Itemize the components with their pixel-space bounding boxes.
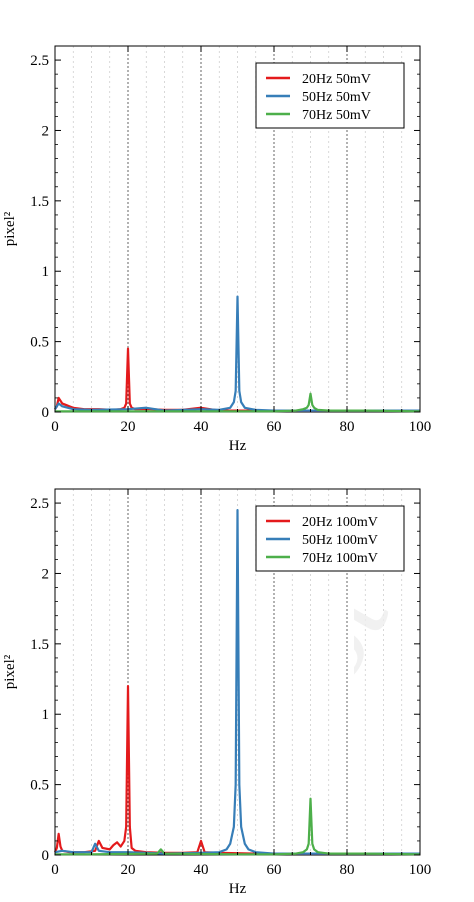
- x-tick-label: 100: [409, 862, 432, 878]
- legend-label: 20Hz 100mV: [302, 515, 378, 530]
- x-axis-label: Hz: [229, 881, 247, 897]
- y-tick-label: 2.5: [30, 496, 49, 512]
- x-tick-label: 80: [340, 419, 355, 435]
- x-axis-label: Hz: [229, 438, 247, 454]
- x-tick-label: 60: [267, 862, 282, 878]
- legend-label: 70Hz 50mV: [302, 108, 371, 123]
- x-tick-label: 20: [121, 419, 136, 435]
- series-line-2: [54, 509, 420, 855]
- y-tick-label: 0.5: [30, 335, 49, 351]
- y-tick-label: 0.5: [30, 778, 49, 794]
- series-line-2: [54, 295, 420, 412]
- y-tick-label: 2: [42, 566, 50, 582]
- y-axis-label: pixel²: [2, 654, 18, 689]
- legend-label: 20Hz 50mV: [302, 72, 371, 87]
- x-tick-label: 40: [194, 862, 209, 878]
- x-tick-label: 0: [51, 862, 59, 878]
- y-tick-label: 0: [42, 848, 50, 864]
- series-line-3: [55, 797, 421, 856]
- legend-label: 50Hz 50mV: [302, 90, 371, 105]
- x-tick-label: 80: [340, 862, 355, 878]
- x-tick-label: 60: [267, 419, 282, 435]
- y-tick-label: 0: [42, 405, 50, 421]
- y-tick-label: 2.5: [30, 53, 49, 69]
- y-tick-label: 2: [42, 123, 50, 139]
- x-tick-label: 40: [194, 419, 209, 435]
- x-tick-label: 100: [409, 419, 432, 435]
- legend-label: 70Hz 100mV: [302, 551, 378, 566]
- chart-top: 0 20 40 60 80 100 0 0.5 1 1.5 2 2.5 Hz pixel² 20Hz 50m…: [2, 45, 432, 454]
- legend-label: 50Hz 100mV: [302, 533, 378, 548]
- x-tick-label: 0: [51, 419, 59, 435]
- y-axis-label: pixel²: [2, 211, 18, 246]
- chart-bottom: 0 20 40 60 80 100 0 0.5 1 1.5 2 2.5 Hz pixel² 20Hz 100…: [2, 488, 432, 897]
- x-tick-label: 20: [121, 862, 136, 878]
- y-tick-label: 1.5: [30, 637, 49, 653]
- y-tick-label: 1: [42, 264, 50, 280]
- y-tick-label: 1: [42, 707, 50, 723]
- y-tick-label: 1.5: [30, 194, 49, 210]
